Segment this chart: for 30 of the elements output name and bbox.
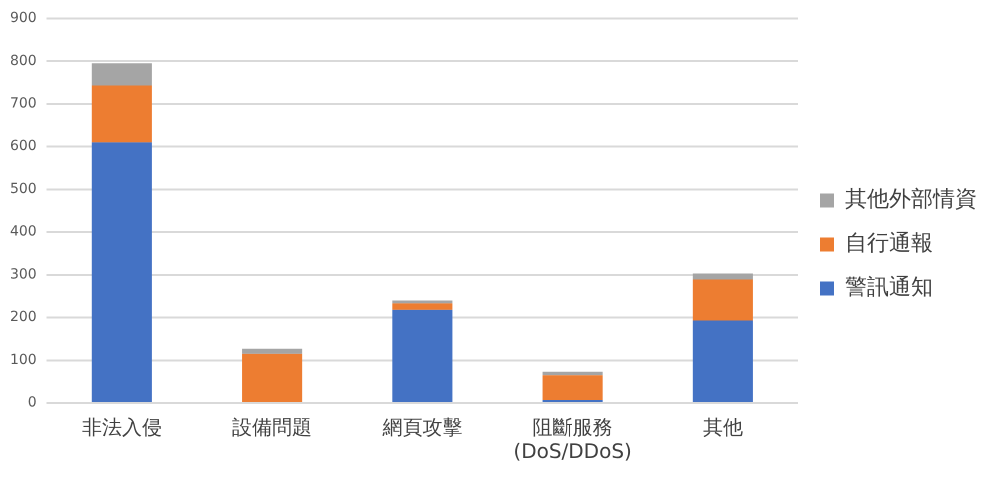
y-tick-label: 300 xyxy=(10,266,37,282)
x-tick-label: 非法入侵 xyxy=(82,415,162,440)
y-tick-label: 700 xyxy=(10,96,37,112)
bar xyxy=(542,375,603,400)
x-tick-label: 網頁攻擊 xyxy=(381,415,462,440)
bar xyxy=(392,303,452,310)
y-tick-label: 0 xyxy=(28,394,37,411)
legend-label: 警訊通知 xyxy=(845,275,933,300)
bar xyxy=(392,310,452,402)
bar xyxy=(692,274,753,280)
y-tick-label: 100 xyxy=(10,352,37,368)
y-tick-label: 900 xyxy=(10,10,37,26)
bar xyxy=(392,300,452,304)
bar xyxy=(242,354,302,402)
x-tick-label: 設備問題 xyxy=(232,415,312,440)
legend-label: 自行通報 xyxy=(845,231,933,256)
bar xyxy=(242,348,302,354)
y-tick-label: 600 xyxy=(10,138,37,154)
bar xyxy=(692,280,753,321)
y-tick-label: 200 xyxy=(10,309,37,326)
y-tick-label: 400 xyxy=(10,224,37,240)
bar xyxy=(92,63,152,86)
legend-label: 其他外部情資 xyxy=(845,187,977,212)
bar xyxy=(92,85,152,142)
y-tick-label: 800 xyxy=(10,52,37,69)
x-tick-label: 阻斷服務 (DoS/DDoS) xyxy=(513,415,632,464)
x-tick-label: 其他 xyxy=(702,415,743,440)
y-tick-label: 500 xyxy=(10,180,37,197)
bar xyxy=(692,320,753,402)
bar xyxy=(92,142,152,402)
